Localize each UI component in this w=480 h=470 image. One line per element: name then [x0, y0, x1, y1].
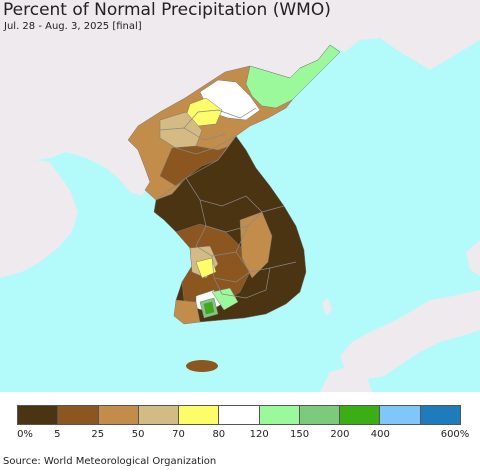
legend-label: 80	[212, 429, 226, 440]
legend-swatch	[137, 406, 179, 424]
sk-yellow-patch	[195, 257, 217, 279]
japan-honshu-north	[466, 240, 480, 276]
jeju-island	[186, 360, 218, 372]
legend-label: 400	[370, 429, 390, 440]
tsushima-island	[322, 298, 332, 316]
precipitation-map	[0, 0, 480, 392]
legend-label: 25	[91, 429, 105, 440]
legend-label: 150	[289, 429, 310, 440]
sk-south-light-green	[211, 287, 239, 311]
legend-swatch	[178, 406, 219, 424]
legend-label: 0%	[17, 429, 33, 440]
sk-south-dark-green	[203, 301, 215, 315]
legend-labels: 0% 5 25 50 70 80 120 150 200 400 600%	[0, 429, 480, 443]
legend-swatch	[57, 406, 98, 424]
legend-label: 600%	[440, 429, 470, 440]
sk-southwest-tan	[173, 299, 201, 325]
legend-swatch	[419, 406, 460, 424]
legend-swatch	[218, 406, 259, 424]
legend-label: 200	[330, 429, 350, 440]
japan-kyushu-honshu	[340, 290, 480, 380]
map-title: Percent of Normal Precipitation (WMO)	[3, 0, 331, 20]
legend-swatch	[339, 406, 380, 424]
legend-swatch	[97, 406, 138, 424]
legend-label: 70	[172, 429, 185, 440]
legend-label: 50	[131, 429, 145, 440]
legend-swatch	[258, 406, 299, 424]
nk-north-green	[245, 44, 341, 109]
source-credit: Source: World Meteorological Organizatio…	[3, 456, 217, 467]
legend-label: 120	[249, 429, 269, 440]
legend-swatch	[298, 406, 340, 424]
province-borders	[155, 107, 297, 299]
legend-swatch	[18, 406, 58, 424]
map-subtitle: Jul. 28 - Aug. 3, 2025 [final]	[4, 21, 142, 32]
legend-color-bar	[17, 405, 461, 425]
legend-swatch	[379, 406, 420, 424]
shandong-peninsula	[0, 188, 72, 242]
legend-label: 5	[54, 429, 61, 440]
landmass-north	[0, 0, 480, 196]
japan-southwest	[320, 366, 372, 392]
